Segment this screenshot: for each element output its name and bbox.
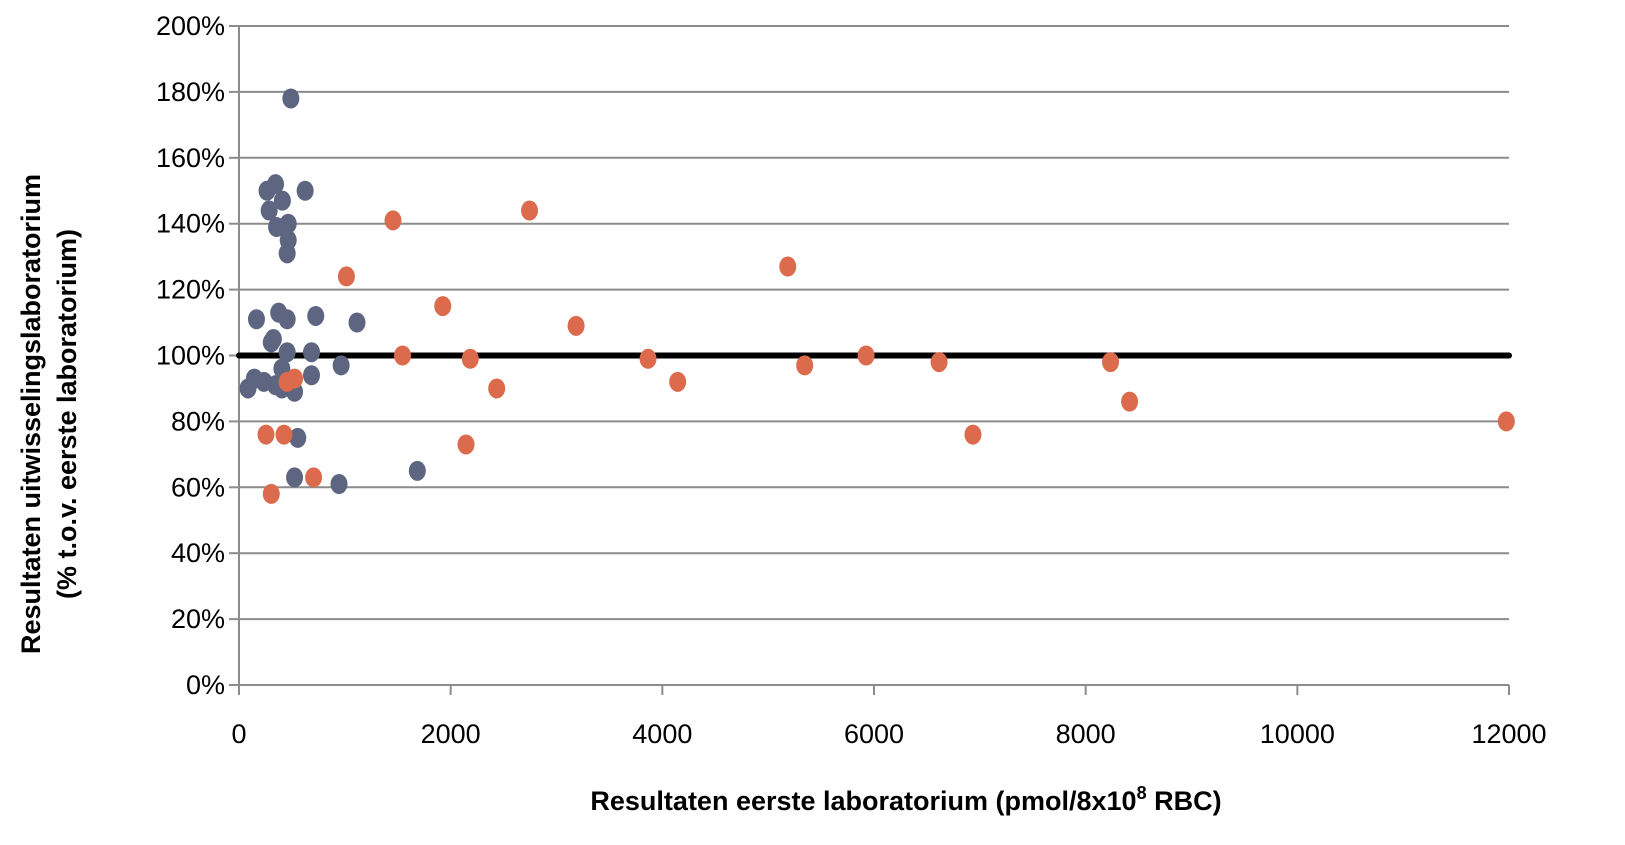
data-point-series-1 <box>348 312 366 333</box>
data-point-series-2 <box>1121 391 1139 412</box>
data-point-series-2 <box>639 348 657 369</box>
data-point-series-2 <box>394 345 412 366</box>
data-point-series-1 <box>332 355 350 376</box>
y-tick-label: 120% <box>156 275 225 305</box>
y-axis-title: Resultaten uitwisselingslaboratorium (% … <box>16 174 82 654</box>
x-axis-title-suffix: RBC) <box>1147 786 1222 816</box>
y-tick-label: 160% <box>156 143 225 173</box>
grid-lines <box>239 25 1509 621</box>
data-point-series-2 <box>262 483 280 504</box>
data-point-series-1 <box>307 305 325 326</box>
x-axis-title: Resultaten eerste laboratorium (pmol/8x1… <box>590 783 1221 816</box>
data-point-series-1 <box>267 174 285 195</box>
data-point-series-1 <box>239 378 257 399</box>
data-point-series-1 <box>247 309 265 330</box>
y-tick-label: 0% <box>186 670 225 700</box>
data-point-series-2 <box>488 378 506 399</box>
x-tick-label: 0 <box>231 719 246 749</box>
data-point-series-2 <box>384 210 402 231</box>
data-point-series-2 <box>305 467 323 488</box>
data-point-series-2 <box>964 424 982 445</box>
data-point-series-2 <box>461 348 479 369</box>
data-point-series-1 <box>278 342 296 363</box>
x-tick-label: 12000 <box>1471 719 1546 749</box>
x-tick-label: 4000 <box>632 719 692 749</box>
data-point-series-1 <box>302 365 320 386</box>
data-points <box>239 88 1515 504</box>
data-point-series-1 <box>330 474 348 495</box>
data-point-series-1 <box>408 460 426 481</box>
data-point-series-2 <box>257 424 275 445</box>
y-tick-label: 200% <box>156 11 225 41</box>
y-tick-label: 100% <box>156 341 225 371</box>
x-tick-label: 6000 <box>844 719 904 749</box>
data-point-series-1 <box>262 332 280 353</box>
data-point-series-2 <box>930 352 948 373</box>
data-point-series-1 <box>282 88 300 109</box>
data-point-series-2 <box>278 371 296 392</box>
data-point-series-2 <box>796 355 814 376</box>
data-point-series-1 <box>286 467 304 488</box>
data-point-series-1 <box>278 309 296 330</box>
data-point-series-2 <box>669 371 687 392</box>
data-point-series-1 <box>260 200 278 221</box>
x-tick-label: 2000 <box>421 719 481 749</box>
x-axis-title-main: Resultaten eerste laboratorium (pmol/8x1… <box>590 786 1136 816</box>
x-axis-title-superscript: 8 <box>1137 783 1147 803</box>
y-tick-label: 60% <box>171 472 225 502</box>
data-point-series-2 <box>857 345 875 366</box>
y-tick-label: 80% <box>171 406 225 436</box>
data-point-series-2 <box>567 315 585 336</box>
data-point-series-2 <box>1102 352 1120 373</box>
x-tick-label: 10000 <box>1260 719 1335 749</box>
data-point-series-2 <box>779 256 797 277</box>
y-axis-title-line2: (% t.o.v. eerste laboratorium) <box>52 229 82 599</box>
data-point-series-1 <box>268 216 286 237</box>
data-point-series-2 <box>337 266 355 287</box>
data-point-series-2 <box>1497 411 1515 432</box>
data-point-series-2 <box>521 200 539 221</box>
y-axis-title-line1: Resultaten uitwisselingslaboratorium <box>16 174 46 654</box>
data-point-series-1 <box>289 427 307 448</box>
data-point-series-1 <box>273 190 291 211</box>
x-tick-label: 8000 <box>1056 719 1116 749</box>
y-tick-labels: 0% 20% 40% 60% 80% 100% 120% 140% 160% 180% 200% <box>156 11 225 700</box>
data-point-series-1 <box>278 243 296 264</box>
y-tick-label: 180% <box>156 77 225 107</box>
data-point-series-1 <box>296 180 314 201</box>
x-tick-labels: 0 2000 4000 6000 8000 10000 12000 <box>231 719 1546 749</box>
y-tick-label: 140% <box>156 209 225 239</box>
data-point-series-2 <box>434 296 452 317</box>
data-point-series-2 <box>275 424 293 445</box>
y-tick-label: 20% <box>171 604 225 634</box>
data-point-series-1 <box>302 342 320 363</box>
y-tick-label: 40% <box>171 538 225 568</box>
data-point-series-2 <box>457 434 475 455</box>
